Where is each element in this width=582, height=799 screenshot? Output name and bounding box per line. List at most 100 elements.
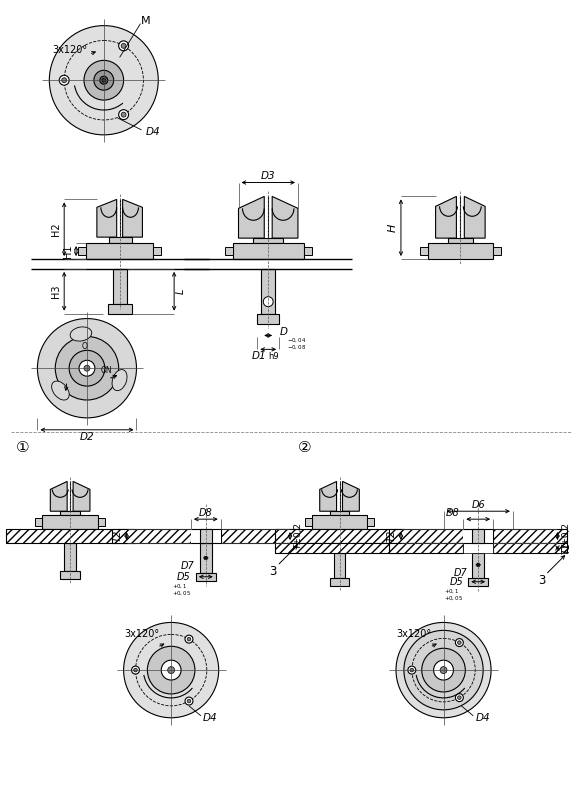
Bar <box>191 529 221 543</box>
Bar <box>200 543 212 573</box>
Bar <box>36 519 42 526</box>
Bar <box>449 238 473 243</box>
Text: 3: 3 <box>538 574 545 587</box>
Circle shape <box>408 666 416 674</box>
Text: 3x120°: 3x120° <box>396 630 431 639</box>
Circle shape <box>440 666 447 674</box>
Text: T±0,2: T±0,2 <box>562 523 571 550</box>
Bar <box>469 578 488 586</box>
Polygon shape <box>97 200 116 237</box>
Text: D7: D7 <box>453 568 467 578</box>
Bar <box>333 553 346 578</box>
Circle shape <box>102 78 106 82</box>
Circle shape <box>37 319 137 418</box>
Bar <box>233 243 304 259</box>
Bar <box>6 529 134 543</box>
Text: ②: ② <box>298 440 312 455</box>
Text: H: H <box>388 224 398 232</box>
Text: 3x120°: 3x120° <box>124 630 159 639</box>
Bar <box>60 570 80 578</box>
Bar <box>153 247 161 255</box>
Text: D3: D3 <box>261 170 275 181</box>
Bar <box>389 543 463 553</box>
Bar <box>64 543 76 570</box>
Bar <box>428 243 493 259</box>
Bar <box>329 511 349 515</box>
Text: H2: H2 <box>51 222 61 236</box>
Text: D5: D5 <box>449 577 463 586</box>
Bar <box>420 247 428 255</box>
Circle shape <box>94 70 113 90</box>
Circle shape <box>456 638 463 646</box>
Circle shape <box>49 26 158 135</box>
Bar <box>367 519 374 526</box>
Text: ON: ON <box>101 366 112 375</box>
Text: H3: H3 <box>51 284 61 298</box>
Polygon shape <box>435 197 456 238</box>
Circle shape <box>55 336 119 400</box>
Circle shape <box>434 660 453 680</box>
Text: D5: D5 <box>177 572 191 582</box>
Bar <box>200 529 212 543</box>
Text: T2: T2 <box>387 530 397 543</box>
Text: H1: H1 <box>63 244 73 258</box>
Ellipse shape <box>112 370 127 391</box>
Text: D8: D8 <box>199 508 212 519</box>
Bar <box>463 543 493 553</box>
Text: ①: ① <box>16 440 30 455</box>
Bar <box>108 304 132 313</box>
Bar <box>463 529 493 543</box>
Circle shape <box>69 350 105 386</box>
Text: D1: D1 <box>251 352 266 361</box>
Bar <box>304 247 312 255</box>
Circle shape <box>404 630 483 710</box>
Text: 3x120°: 3x120° <box>52 46 88 55</box>
Circle shape <box>263 296 273 307</box>
Circle shape <box>457 641 461 644</box>
Bar <box>261 269 275 313</box>
Bar <box>472 553 484 578</box>
Circle shape <box>84 61 123 100</box>
Bar <box>329 578 349 586</box>
Text: D4: D4 <box>475 713 490 723</box>
Bar <box>305 519 312 526</box>
Polygon shape <box>50 482 67 511</box>
Circle shape <box>123 622 219 718</box>
Circle shape <box>132 666 140 674</box>
Ellipse shape <box>52 381 69 400</box>
Bar <box>42 515 98 529</box>
Text: T2: T2 <box>113 530 123 543</box>
Text: T1: T1 <box>562 542 572 554</box>
Bar <box>312 515 367 529</box>
Text: D7: D7 <box>181 561 195 570</box>
Text: 3: 3 <box>269 566 277 578</box>
Text: D8: D8 <box>446 508 459 519</box>
Bar <box>98 519 105 526</box>
Bar <box>257 313 279 324</box>
Polygon shape <box>272 197 298 238</box>
Polygon shape <box>73 482 90 511</box>
Circle shape <box>396 622 491 718</box>
Circle shape <box>134 668 137 672</box>
Text: D: D <box>280 328 288 337</box>
Bar <box>493 247 501 255</box>
Bar <box>113 269 126 304</box>
Bar <box>493 543 567 553</box>
Text: T±0,2: T±0,2 <box>294 523 303 550</box>
Circle shape <box>62 78 67 83</box>
Circle shape <box>185 697 193 705</box>
Bar <box>275 543 404 553</box>
Circle shape <box>187 699 191 703</box>
Circle shape <box>59 75 69 85</box>
Circle shape <box>121 43 126 48</box>
Polygon shape <box>464 197 485 238</box>
Circle shape <box>410 668 414 672</box>
Text: D6: D6 <box>471 500 485 511</box>
Circle shape <box>79 360 95 376</box>
Bar <box>225 247 233 255</box>
Circle shape <box>147 646 195 694</box>
Bar <box>221 529 300 543</box>
Text: $^{+0,1}_{+0,05}$: $^{+0,1}_{+0,05}$ <box>445 588 463 603</box>
Circle shape <box>84 365 90 372</box>
Bar <box>112 529 191 543</box>
